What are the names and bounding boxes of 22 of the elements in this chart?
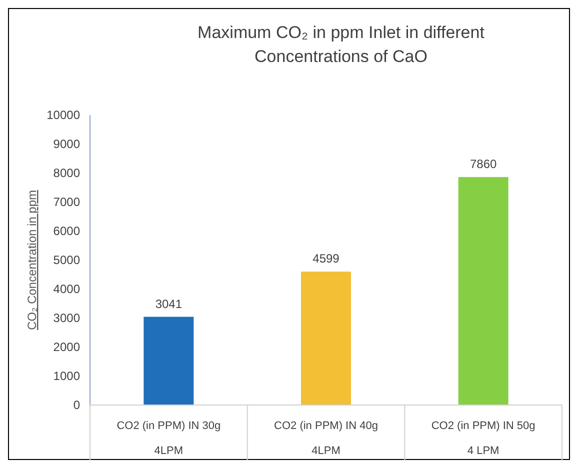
y-axis-title: CO₂ Concentration in ppm: [25, 190, 39, 330]
data-label: 4599: [312, 252, 340, 266]
y-tick-label: 0: [73, 398, 80, 412]
y-tick-label: 4000: [53, 282, 80, 296]
chart-title: Maximum CO₂ in ppm Inlet in different Concentrations of CaO: [198, 23, 485, 66]
x-tick-label: CO2 (in PPM) IN 40g 4LPM: [274, 420, 378, 457]
y-tick-label: 2000: [53, 340, 80, 354]
y-tick-label: 9000: [53, 137, 80, 151]
data-label: 7860: [470, 157, 498, 172]
y-tick-label: 10000: [46, 108, 80, 122]
data-label: 3041: [155, 296, 182, 311]
y-tick-label: 3000: [53, 311, 80, 325]
y-tick-label: 5000: [53, 253, 80, 267]
y-tick-label: 1000: [53, 369, 80, 383]
y-tick-label: 7000: [53, 195, 80, 209]
bar: [144, 316, 194, 405]
y-tick-label: 8000: [53, 166, 80, 180]
x-tick-label: CO2 (in PPM) IN 50g 4 LPM: [431, 420, 536, 457]
bar: [458, 177, 508, 405]
bar: [301, 272, 351, 405]
y-tick-label: 6000: [53, 224, 80, 238]
x-tick-label: CO2 (in PPM) IN 30g 4LPM: [116, 420, 221, 457]
